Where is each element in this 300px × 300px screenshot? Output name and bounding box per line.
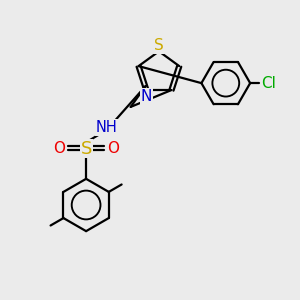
Text: S: S [80, 140, 92, 158]
Text: N: N [141, 89, 152, 104]
Text: Cl: Cl [262, 76, 276, 91]
Text: S: S [154, 38, 164, 53]
Text: O: O [107, 141, 119, 156]
Text: NH: NH [96, 120, 118, 135]
Text: O: O [53, 141, 65, 156]
